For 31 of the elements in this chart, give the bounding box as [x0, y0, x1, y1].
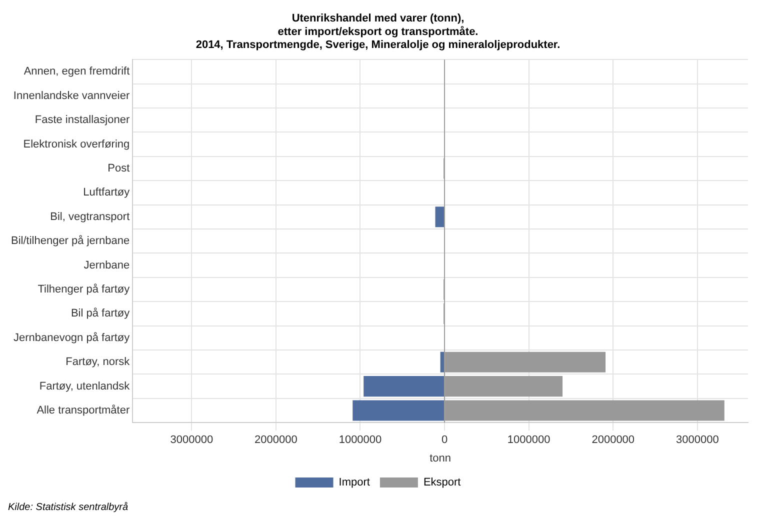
bar — [435, 206, 444, 228]
y-tick-label: Jernbanevogn på fartøy — [13, 332, 130, 344]
y-tick-label: Annen, egen fremdrift — [24, 66, 130, 78]
y-tick-label: Luftfartøy — [83, 186, 130, 199]
y-tick-label: Bil/tilhenger på jernbane — [10, 235, 130, 248]
y-tick-label: Post — [108, 162, 130, 175]
x-tick-label: 2000000 — [592, 434, 635, 446]
y-tick-label: Bil på fartøy — [70, 308, 130, 320]
y-tick-label: Fartøy, norsk — [66, 356, 130, 368]
bar — [440, 352, 444, 372]
x-tick-label: 3000000 — [676, 434, 719, 446]
y-tick-label: Fartøy, utenlandsk — [39, 380, 130, 392]
y-tick-label: Jernbane — [84, 259, 130, 272]
y-tick-label: Elektronisk overføring — [23, 138, 130, 150]
legend-label: Eksport — [423, 476, 461, 489]
y-tick-label: Faste installasjoner — [34, 114, 130, 126]
x-tick-label: 2000000 — [254, 434, 298, 446]
bar — [364, 376, 444, 397]
x-tick-label: 1000000 — [507, 434, 550, 446]
x-tick-label: 0 — [441, 434, 448, 446]
chart-title: Utenrikshandel med varer (tonn), etter import/eksport og transportmåte. 2014, Transportmengde, Sverige, Mineralolje og mineraloljeprodukter. — [196, 12, 560, 52]
x-tick-label: 1000000 — [338, 434, 382, 446]
text: Kilde: Statistisk sentralbyrå — [8, 502, 130, 513]
y-tick-label: Tilhenger på fartøy — [38, 284, 130, 296]
y-tick-label: Innenlandske vannveier — [13, 90, 130, 102]
x-tick-label: 3000000 — [170, 434, 214, 446]
bar — [352, 400, 444, 421]
y-tick-label: Bil, vegtransport — [50, 210, 130, 223]
x-axis-title: tonn — [430, 452, 452, 464]
legend-label: Import — [338, 476, 370, 489]
y-tick-label: Alle transportmåter — [36, 404, 130, 417]
